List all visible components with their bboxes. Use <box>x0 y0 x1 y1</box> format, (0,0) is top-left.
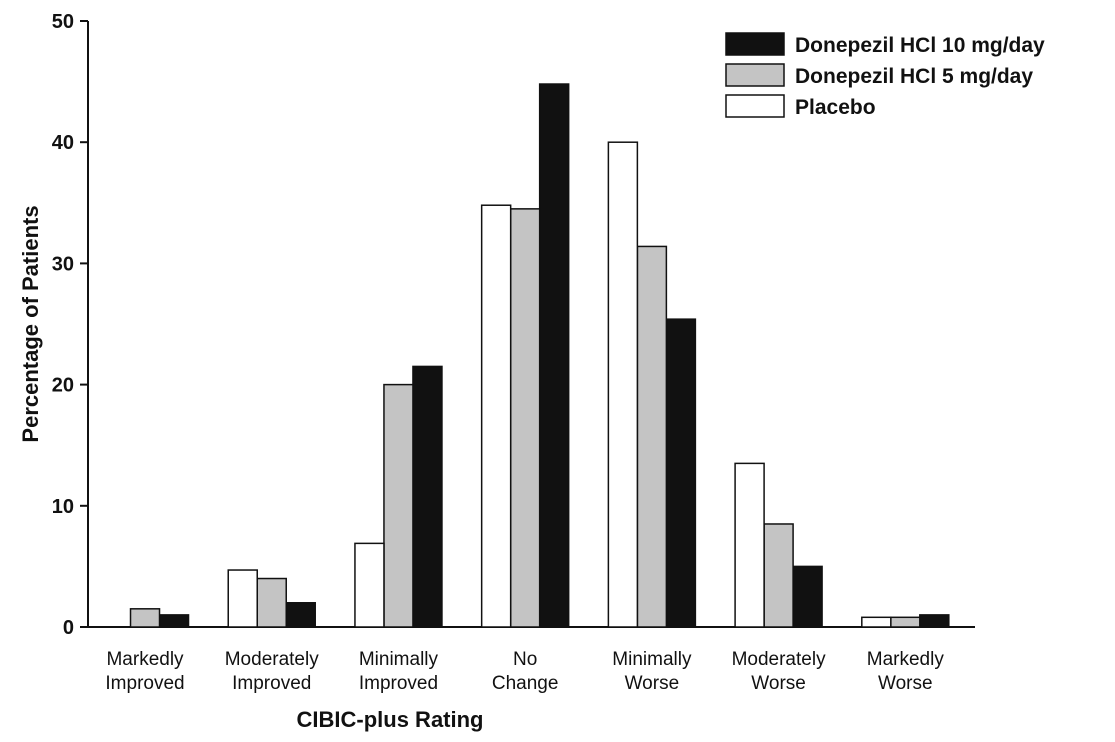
y-tick-label: 50 <box>52 11 74 33</box>
x-tick-label: Markedly Worse <box>867 649 945 694</box>
y-tick-label: 20 <box>52 375 74 397</box>
x-tick-label: Minimally Improved <box>359 649 439 694</box>
bar <box>734 462 765 628</box>
legend-swatch <box>725 63 785 87</box>
bar <box>919 614 950 628</box>
bar <box>607 141 639 628</box>
bar <box>509 208 541 628</box>
bar <box>480 204 512 628</box>
bar <box>285 602 316 628</box>
legend-label: Donepezil HCl 10 mg/day <box>795 34 1045 57</box>
bar <box>227 569 258 628</box>
x-tick-label: Markedly Improved <box>105 649 184 694</box>
x-tick-label: Moderately Improved <box>225 649 319 694</box>
y-axis-label: Percentage of Patients <box>18 205 43 442</box>
legend-label: Placebo <box>795 96 876 119</box>
bar <box>158 614 190 628</box>
x-axis-label: CIBIC-plus Rating <box>297 707 484 732</box>
bar <box>256 577 287 628</box>
y-tick-label: 10 <box>52 496 74 518</box>
y-tick-label: 30 <box>52 253 74 275</box>
bar <box>763 523 794 628</box>
bar <box>354 542 385 628</box>
bar <box>538 83 570 628</box>
legend-label: Donepezil HCl 5 mg/day <box>795 65 1033 88</box>
bar <box>861 616 892 628</box>
bar <box>129 608 161 628</box>
y-tick-label: 40 <box>52 132 74 154</box>
y-tick-label: 0 <box>63 617 74 639</box>
bar <box>665 318 697 628</box>
x-tick-label: Moderately Worse <box>732 649 826 694</box>
bar <box>412 365 443 628</box>
x-tick-label: No Change <box>492 649 559 694</box>
legend-swatch <box>725 94 785 118</box>
legend-swatch <box>725 32 785 56</box>
bar <box>383 383 414 628</box>
bar <box>792 565 823 628</box>
x-tick-label: Minimally Worse <box>612 649 692 694</box>
bar <box>890 616 921 628</box>
bar <box>636 245 668 628</box>
